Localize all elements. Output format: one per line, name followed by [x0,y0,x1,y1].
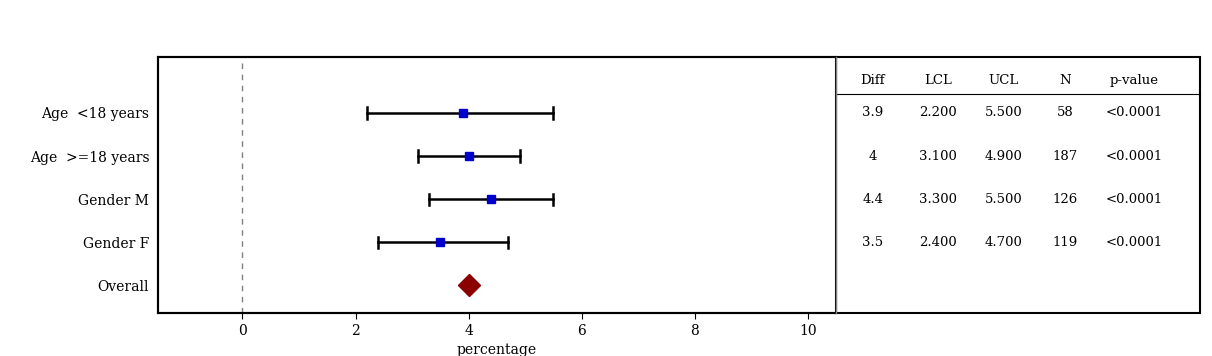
Text: LCL: LCL [925,74,951,87]
Text: <0.0001: <0.0001 [1105,106,1164,120]
Text: 4: 4 [869,150,876,163]
Text: <0.0001: <0.0001 [1105,193,1164,206]
Text: 4.4: 4.4 [862,193,884,206]
Text: 4.700: 4.700 [984,236,1023,249]
Text: p-value: p-value [1110,74,1159,87]
Text: 2.200: 2.200 [919,106,957,120]
Text: 58: 58 [1057,106,1074,120]
Text: 5.500: 5.500 [984,106,1023,120]
Text: UCL: UCL [989,74,1018,87]
Text: 119: 119 [1053,236,1077,249]
Text: <0.0001: <0.0001 [1105,150,1164,163]
Text: 126: 126 [1053,193,1077,206]
Text: <0.0001: <0.0001 [1105,236,1164,249]
X-axis label: percentage: percentage [457,343,537,356]
Text: N: N [1059,74,1071,87]
Text: Diff: Diff [861,74,885,87]
Text: 4.900: 4.900 [984,150,1023,163]
Text: 3.9: 3.9 [862,106,884,120]
Text: 187: 187 [1053,150,1077,163]
Text: 2.400: 2.400 [919,236,957,249]
Text: 3.100: 3.100 [919,150,957,163]
Text: 3.300: 3.300 [919,193,957,206]
Text: 5.500: 5.500 [984,193,1023,206]
Text: 3.5: 3.5 [862,236,884,249]
